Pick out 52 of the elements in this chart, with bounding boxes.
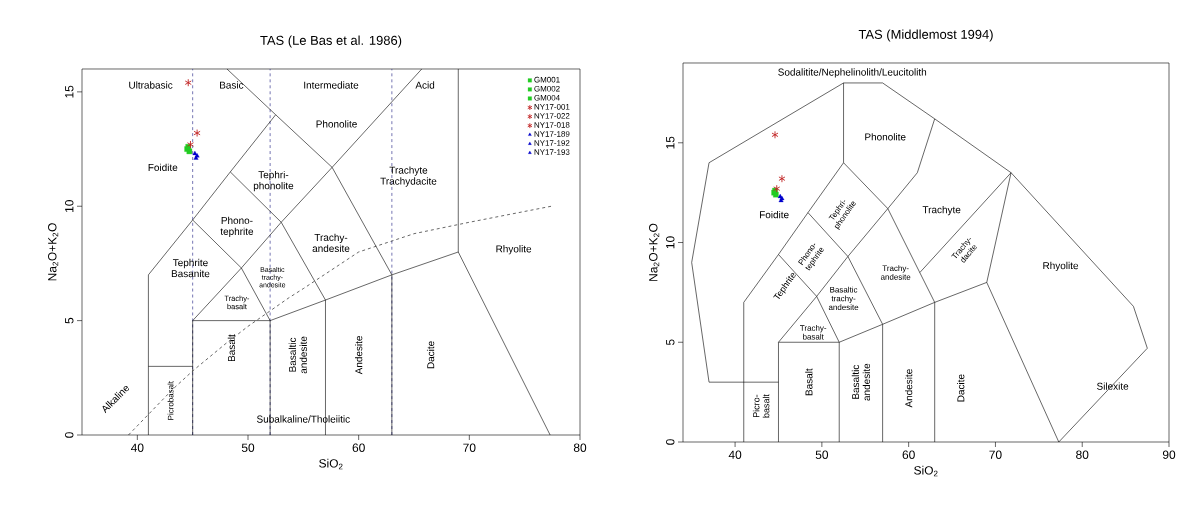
annotation: Dacite — [426, 341, 435, 369]
chart-title: TAS (Middlemost 1994) — [858, 29, 993, 42]
y-axis-title: Na$_{2}$O+K$_{2}$O — [649, 223, 660, 281]
annotation: Basaltic andesite — [288, 336, 307, 374]
y-tick-label: 5 — [666, 339, 675, 346]
y-tick-label: 0 — [666, 439, 675, 445]
y-axis-title: Na$_{2}$O+K$_{2}$O — [48, 223, 59, 281]
x-tick-label: 70 — [463, 443, 476, 452]
annotation: Basalt — [227, 334, 236, 362]
x-axis-title: SiO$_{2}$ — [914, 465, 938, 477]
annotation: Picro-basalt — [752, 394, 770, 418]
annotation: Tephri-phonolite — [253, 170, 294, 192]
y-tick-label: 5 — [65, 317, 74, 324]
annotation: Ultrabasic — [129, 81, 173, 89]
x-tick-label: 70 — [989, 450, 1002, 459]
y-tick-label: 0 — [65, 432, 74, 438]
annotation: Foidite — [148, 163, 178, 172]
annotation: Rhyolite — [496, 245, 532, 255]
x-tick-label: 90 — [1162, 450, 1176, 459]
y-tick-label: 10 — [65, 200, 74, 212]
x-tick-label: 50 — [241, 443, 255, 452]
y-tick-label: 15 — [666, 136, 675, 149]
annotation: Sodalitite/Nephelinolith/Leucitolith — [778, 68, 927, 78]
x-tick-label: 80 — [573, 443, 587, 452]
annotation: Andesite — [355, 336, 363, 375]
annotation: Phono-tephrite — [220, 216, 254, 237]
annotation: Trachyte Trachydacite — [380, 166, 437, 187]
annotation: Phonolite — [865, 133, 906, 141]
annotation: Acid — [415, 81, 435, 89]
x-axis-title: SiO$_{2}$ — [319, 458, 343, 470]
chart-title: TAS (Le Bas et al. 1986) — [260, 35, 402, 48]
x-tick-label: 80 — [1076, 450, 1089, 459]
x-tick-label: 60 — [352, 443, 365, 452]
x-tick-label: 40 — [728, 450, 742, 459]
y-tick-label: 15 — [65, 85, 74, 98]
annotation: Trachy-andesite — [312, 233, 350, 252]
y-tick-label: 10 — [666, 236, 675, 249]
annotation: Dacite — [957, 374, 965, 402]
x-tick-label: 40 — [130, 443, 144, 452]
annotation: Silexite — [1097, 382, 1129, 390]
annotation: Trachyte — [922, 205, 961, 216]
annotation: Basic — [220, 81, 244, 89]
x-tick-label: 50 — [815, 450, 829, 459]
x-tick-label: 60 — [902, 450, 915, 459]
annotation: Andesite — [905, 369, 913, 408]
annotation: Basaltic andesite — [851, 363, 871, 401]
annotation: Foidite — [760, 210, 789, 219]
annotation: Intermediate — [304, 81, 359, 89]
annotation: Phonolite — [316, 120, 357, 128]
annotation: Tephrite Basanite — [171, 258, 210, 278]
annotation: Basalt — [805, 368, 813, 396]
annotation: Rhyolite — [1043, 261, 1079, 272]
